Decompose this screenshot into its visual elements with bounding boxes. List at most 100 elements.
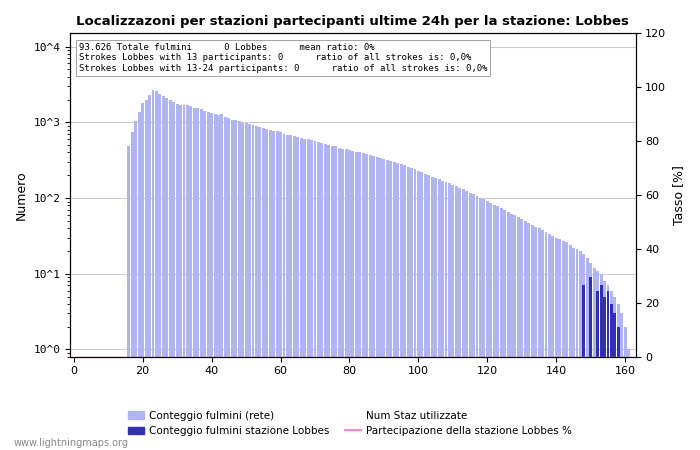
Bar: [310, 140, 313, 450]
Bar: [248, 124, 251, 450]
Bar: [176, 104, 178, 450]
Bar: [541, 230, 544, 450]
Bar: [441, 181, 444, 450]
Bar: [610, 291, 613, 450]
Bar: [165, 98, 168, 450]
Bar: [407, 166, 410, 450]
Bar: [365, 154, 368, 450]
Bar: [489, 203, 492, 450]
Bar: [555, 238, 558, 450]
Bar: [244, 123, 248, 450]
Y-axis label: Tasso [%]: Tasso [%]: [672, 165, 685, 225]
Bar: [458, 188, 461, 450]
Bar: [362, 153, 365, 450]
Bar: [303, 139, 306, 450]
Bar: [617, 304, 620, 450]
Bar: [610, 304, 613, 450]
Bar: [214, 114, 216, 450]
Bar: [482, 199, 485, 450]
Bar: [486, 201, 489, 450]
Bar: [579, 251, 582, 450]
Bar: [324, 144, 327, 450]
Bar: [500, 208, 503, 450]
Bar: [527, 223, 530, 450]
Bar: [317, 142, 320, 450]
Bar: [134, 121, 137, 450]
Bar: [568, 245, 572, 450]
Bar: [241, 123, 244, 450]
Bar: [341, 148, 344, 450]
Bar: [328, 145, 330, 450]
Bar: [231, 120, 234, 450]
Bar: [386, 160, 389, 450]
Bar: [199, 109, 203, 450]
Bar: [300, 138, 302, 450]
Bar: [234, 120, 237, 450]
Bar: [206, 112, 209, 450]
Bar: [169, 100, 172, 450]
Bar: [572, 248, 575, 450]
Bar: [589, 277, 592, 450]
Bar: [552, 235, 554, 450]
Bar: [538, 228, 540, 450]
Bar: [334, 147, 337, 450]
Bar: [448, 183, 451, 450]
Bar: [279, 132, 282, 450]
Bar: [607, 291, 610, 450]
Bar: [503, 210, 506, 450]
Bar: [520, 219, 524, 450]
Bar: [148, 95, 151, 450]
Bar: [355, 152, 358, 450]
Bar: [379, 158, 382, 450]
Bar: [582, 254, 585, 450]
Bar: [627, 350, 630, 450]
Bar: [545, 232, 547, 450]
Bar: [158, 94, 162, 450]
Bar: [417, 171, 420, 450]
Bar: [414, 169, 416, 450]
Y-axis label: Numero: Numero: [15, 170, 28, 220]
Bar: [238, 121, 241, 450]
Bar: [369, 155, 372, 450]
Bar: [613, 313, 617, 450]
Bar: [272, 130, 275, 450]
Bar: [224, 117, 227, 450]
Bar: [603, 281, 606, 450]
Bar: [203, 111, 206, 450]
Bar: [600, 285, 603, 450]
Bar: [607, 285, 610, 450]
Bar: [162, 96, 164, 450]
Bar: [452, 184, 454, 450]
Bar: [444, 182, 447, 450]
Bar: [358, 153, 361, 450]
Bar: [172, 102, 175, 450]
Bar: [131, 132, 134, 450]
Text: www.lightningmaps.org: www.lightningmaps.org: [14, 438, 129, 448]
Bar: [603, 297, 606, 450]
Bar: [217, 115, 220, 450]
Bar: [434, 178, 437, 450]
Bar: [617, 327, 620, 450]
Bar: [596, 270, 599, 450]
Bar: [151, 90, 155, 450]
Bar: [403, 166, 406, 450]
Bar: [548, 234, 551, 450]
Bar: [138, 112, 141, 450]
Bar: [561, 241, 565, 450]
Bar: [293, 136, 296, 450]
Bar: [430, 177, 434, 450]
Bar: [396, 163, 399, 450]
Bar: [600, 274, 603, 450]
Bar: [389, 161, 392, 450]
Bar: [376, 157, 379, 450]
Bar: [427, 175, 430, 450]
Bar: [276, 131, 279, 450]
Bar: [438, 180, 440, 450]
Bar: [479, 198, 482, 450]
Text: 93.626 Totale fulmini      0 Lobbes      mean ratio: 0%
Strokes Lobbes with 13 p: 93.626 Totale fulmini 0 Lobbes mean rati…: [79, 43, 487, 73]
Bar: [455, 186, 458, 450]
Bar: [475, 196, 479, 450]
Bar: [314, 141, 316, 450]
Bar: [421, 172, 424, 450]
Title: Localizzazoni per stazioni partecipanti ultime 24h per la stazione: Lobbes: Localizzazoni per stazioni partecipanti …: [76, 15, 629, 28]
